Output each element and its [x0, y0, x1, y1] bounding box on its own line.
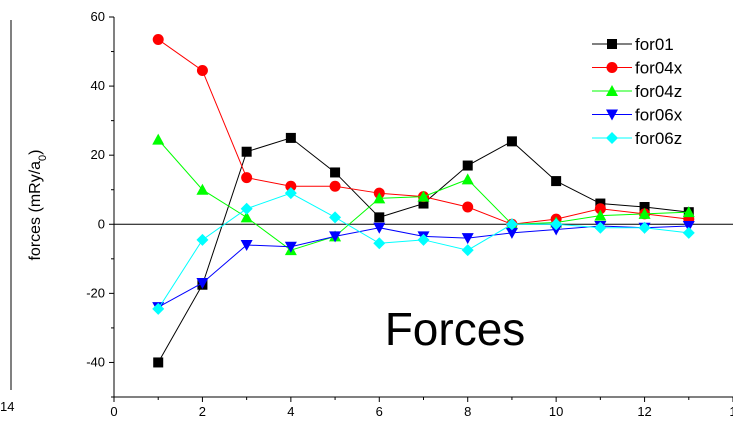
legend-label: for04z — [635, 82, 682, 101]
data-point-for06x — [196, 278, 209, 289]
data-point-for06x — [682, 221, 695, 232]
x-tick-label: 12 — [637, 404, 651, 419]
series-line-for06z — [157, 192, 689, 310]
legend-item-for04x: for04x — [592, 59, 683, 78]
y-axis-label: forces (mRy/a0) — [27, 149, 49, 260]
legend-label: for01 — [635, 35, 674, 54]
data-point-for06z — [461, 244, 474, 257]
data-point-for06z — [550, 218, 563, 231]
data-point-for01 — [462, 160, 473, 171]
data-point-for01 — [506, 136, 517, 147]
data-point-for04x — [285, 180, 297, 192]
y-tick-label: 40 — [91, 78, 105, 93]
data-point-for06z — [196, 233, 209, 246]
data-point-for06z — [329, 211, 342, 224]
data-point-for01 — [285, 132, 296, 143]
data-point-for06z — [240, 202, 253, 215]
data-point-for06x — [284, 241, 297, 253]
y-tick-label: 0 — [98, 216, 105, 231]
series-for06z — [152, 187, 695, 315]
data-point-for06z — [152, 302, 165, 315]
x-tick-label: 0 — [110, 404, 117, 419]
legend-item-for06z: for06z — [592, 129, 682, 148]
data-point-for06x — [505, 227, 518, 239]
legend-marker — [606, 132, 618, 144]
data-point-for06x — [329, 231, 342, 243]
x-tick-label: 6 — [376, 404, 383, 419]
data-point-for04z — [152, 133, 165, 145]
legend-marker — [607, 39, 617, 49]
data-point-for06x — [461, 233, 474, 245]
legend-item-for01: for01 — [592, 35, 674, 54]
data-point-for04z — [638, 207, 651, 219]
legend-marker — [606, 85, 618, 96]
legend-label: for06z — [635, 129, 682, 148]
x-tick-label: 2 — [199, 404, 206, 419]
y-tick-label: -20 — [86, 285, 105, 300]
legend-marker — [606, 62, 618, 73]
chart-title: Forces — [385, 303, 526, 355]
data-point-for06z — [284, 187, 297, 200]
data-point-for04x — [594, 203, 606, 215]
data-point-for04x — [196, 65, 208, 77]
y-tick-label: -40 — [86, 354, 105, 369]
left-partial-tick-label: 14 — [0, 399, 14, 414]
data-point-for01 — [551, 176, 562, 187]
data-point-for04x — [241, 172, 253, 184]
data-point-for01 — [418, 198, 429, 209]
legend-label: for06x — [635, 106, 683, 125]
data-point-for04x — [329, 180, 341, 192]
x-tick-label: 4 — [287, 404, 294, 419]
data-point-for04z — [682, 206, 695, 218]
data-point-for04z — [373, 192, 386, 204]
data-point-for04z — [417, 190, 430, 202]
data-point-for04z — [240, 211, 253, 223]
data-point-for04z — [594, 209, 607, 221]
data-point-for01 — [374, 212, 385, 223]
legend-label: for04x — [635, 59, 683, 78]
data-point-for06z — [638, 221, 651, 234]
data-point-for06z — [682, 226, 695, 239]
legend-item-for06x: for06x — [592, 106, 683, 125]
data-point-for04x — [462, 201, 474, 213]
data-point-for06z — [417, 233, 430, 246]
data-point-for06x — [240, 240, 253, 251]
data-point-for01 — [241, 146, 252, 157]
data-point-for01 — [639, 202, 650, 212]
legend-item-for04z: for04z — [592, 82, 682, 101]
y-tick-label: 20 — [91, 147, 105, 162]
x-tick-label: 8 — [464, 404, 471, 419]
y-tick-label: 60 — [91, 9, 105, 24]
data-point-for06z — [594, 221, 607, 234]
data-point-for04z — [461, 173, 474, 185]
data-point-for01 — [153, 357, 164, 368]
data-point-for06z — [505, 218, 518, 231]
legend-marker — [606, 109, 618, 121]
data-point-for01 — [330, 167, 341, 178]
x-tick-label: 10 — [549, 404, 563, 419]
x-tick-label: 1 — [729, 404, 733, 419]
data-point-for06z — [373, 237, 386, 250]
data-point-for04x — [152, 33, 164, 45]
data-point-for04z — [196, 183, 209, 195]
data-point-for06x — [373, 222, 386, 234]
